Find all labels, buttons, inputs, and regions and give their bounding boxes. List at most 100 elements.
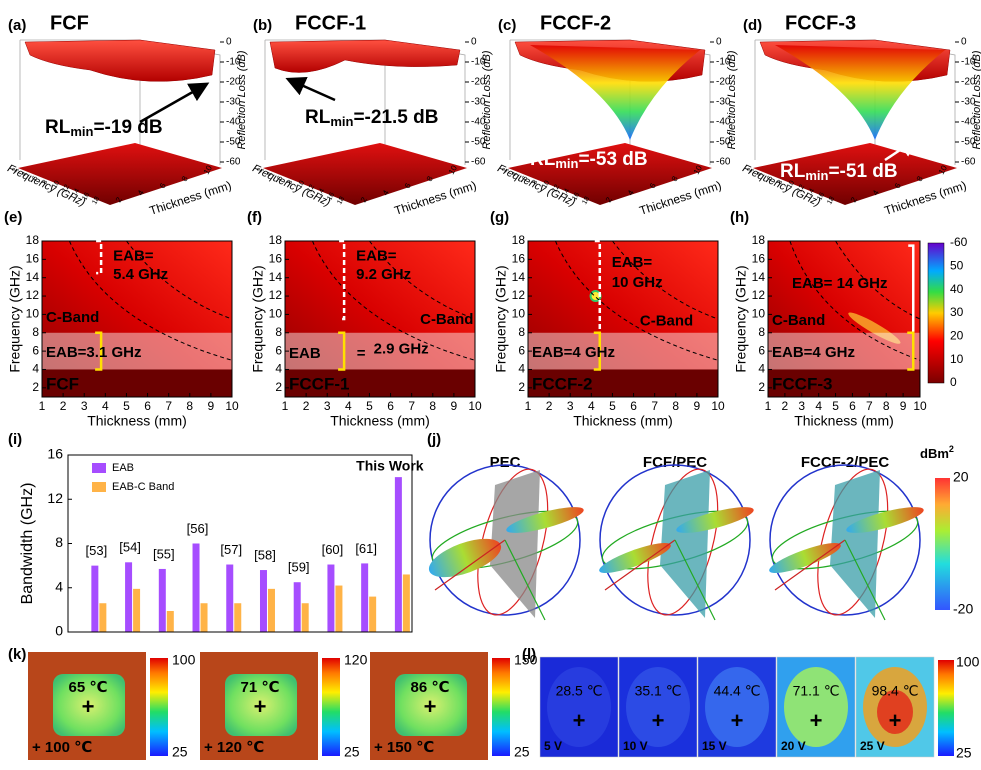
x-tick-label: 1 [765, 399, 772, 413]
x-tick-label: 10 [468, 399, 482, 413]
voltage-label: 5 V [544, 739, 562, 753]
lobe [599, 542, 671, 574]
axis-arrow [774, 539, 846, 591]
rl-sub: min [330, 114, 353, 129]
colorbar-tick-label: 40 [950, 282, 964, 296]
x-tick-label: 2 [849, 195, 859, 204]
panel-tag: (d) [743, 17, 762, 34]
y-tick-label: 16 [816, 192, 826, 202]
x-tick-label: 8 [429, 399, 436, 413]
z-tick-label: -10 [226, 57, 241, 68]
axis-arrow [674, 539, 716, 621]
y-tick-label: 10 [541, 180, 551, 190]
y-tick-label: 8 [55, 534, 63, 550]
y-tick-label: 16 [326, 192, 336, 202]
rl-rest: =-21.5 dB [353, 107, 438, 128]
crosshair: + [424, 694, 437, 719]
panel-tag: (c) [498, 17, 516, 34]
annotation: C-Band [46, 309, 99, 326]
legend-swatch [92, 482, 106, 492]
bar [91, 565, 99, 632]
annotation: EAB= [356, 248, 397, 265]
annotation: EAB [289, 345, 321, 362]
y-tick-label: 16 [26, 252, 40, 266]
colorbar [938, 660, 954, 756]
category-label: [54] [119, 540, 141, 555]
y-tick-label: 16 [512, 252, 526, 266]
z-tick-label: -10 [716, 57, 731, 68]
bar [158, 568, 166, 632]
y-tick-label: 8 [32, 325, 39, 339]
category-label: [61] [355, 541, 377, 556]
axis-arrow [504, 539, 546, 621]
voltage-label: 25 V [860, 739, 885, 753]
panel-name: FCCF-2 [532, 374, 592, 393]
x-tick-label: 3 [567, 399, 574, 413]
floor [753, 143, 957, 205]
sphere [599, 464, 751, 616]
center-temp: 65 ℃ [68, 679, 107, 696]
x-tick-label: 4 [345, 399, 352, 413]
y-axis-label: Frequency (GHz) [250, 265, 266, 372]
z-tick-label: -40 [226, 117, 241, 128]
y-tick-label: 2 [746, 167, 754, 174]
rcs-title: PEC [490, 454, 521, 471]
x-tick-label: 3 [798, 399, 805, 413]
axis-arrow [604, 539, 676, 591]
y-tick-label: 10 [26, 307, 40, 321]
x-tick-label: 5 [832, 399, 839, 413]
colorbar-max: 100 [172, 652, 196, 668]
arrow [139, 82, 210, 124]
z-tick-label: 0 [716, 37, 722, 48]
legend-label: EAB-C Band [112, 481, 174, 493]
z-axis-label: Reflection Loss (dB) [971, 50, 981, 149]
rl-rest: =-51 dB [828, 161, 897, 182]
low-band [528, 369, 718, 397]
panel-tag: (a) [8, 17, 26, 34]
x-tick-label: 6 [630, 399, 637, 413]
z-tick-label: -30 [471, 97, 486, 108]
dashed-curve [612, 240, 719, 320]
colorbar-unit: dBm2 [920, 444, 954, 461]
colorbar [150, 658, 168, 756]
y-tick-label: 16 [752, 252, 766, 266]
y-tick-label: 12 [796, 184, 806, 194]
center-temp: 71 ℃ [240, 679, 279, 696]
y-tick-label: 4 [21, 171, 29, 178]
x-tick-label: 8 [672, 399, 679, 413]
annotation: EAB=4 GHz [532, 344, 615, 361]
y-tick-label: 10 [786, 180, 796, 190]
category-label: [60] [322, 542, 344, 557]
y-tick-label: 6 [275, 343, 282, 357]
x-tick-label: 1 [282, 399, 289, 413]
plate [660, 470, 710, 618]
y-tick-label: 10 [752, 307, 766, 321]
z-tick-label: -40 [471, 117, 486, 128]
y-tick-label: 2 [32, 380, 39, 394]
warm-core [547, 667, 611, 747]
annotation: 10 GHz [612, 274, 663, 291]
panel-name: FCF [46, 374, 79, 393]
panel-tag: (g) [490, 209, 509, 226]
panel-name: FCCF-3 [772, 374, 832, 393]
corner-temp: + 120 ℃ [204, 739, 264, 756]
arrow [884, 137, 920, 162]
y-tick-label: 6 [32, 343, 39, 357]
lobe [428, 538, 502, 578]
y-tick-label: 12 [752, 288, 766, 302]
panel-tag: (j) [427, 431, 441, 448]
x-tick-label: 6 [403, 181, 413, 190]
rl-label: RLmin=-53 dB [530, 149, 648, 171]
crosshair: + [82, 694, 95, 719]
y-tick-label: 10 [269, 307, 283, 321]
colorbar-tick-label: 0 [950, 375, 957, 389]
rl-main: RL [780, 161, 806, 182]
y-tick-label: 8 [41, 179, 49, 186]
x-tick-label: 5 [609, 399, 616, 413]
x-tick-label: 9 [900, 399, 907, 413]
y-tick-label: 14 [752, 270, 766, 284]
panel-title: FCCF-1 [295, 12, 366, 34]
y-tick-label: 6 [518, 343, 525, 357]
x-tick-label: 1 [525, 399, 532, 413]
